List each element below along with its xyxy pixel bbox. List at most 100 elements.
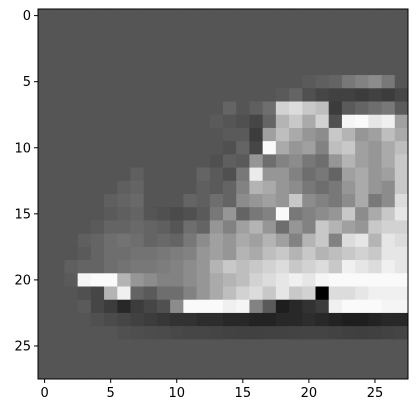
heatmap-cell [90, 246, 105, 261]
heatmap-cell [236, 75, 250, 89]
heatmap-cell [143, 326, 158, 340]
heatmap-cell [289, 365, 303, 380]
heatmap-cell [341, 286, 356, 301]
heatmap-cell [38, 22, 52, 36]
heatmap-cell [249, 22, 264, 36]
heatmap-cell [143, 260, 158, 274]
heatmap-cell [90, 352, 105, 367]
heatmap-cell [170, 312, 184, 327]
heatmap-cell [368, 194, 382, 208]
heatmap-cell [302, 207, 316, 221]
heatmap-cell [77, 339, 92, 353]
heatmap-cell [77, 260, 92, 274]
heatmap-cell [117, 167, 131, 182]
heatmap-cell [236, 273, 250, 287]
heatmap-cell [51, 101, 65, 116]
heatmap-cell [77, 127, 92, 142]
heatmap-cell [275, 167, 290, 182]
heatmap-cell [64, 273, 79, 287]
heatmap-cell [170, 48, 184, 63]
heatmap-cell [117, 286, 131, 301]
heatmap-cell [77, 352, 92, 367]
heatmap-cell [117, 48, 131, 63]
heatmap-cell [394, 141, 409, 155]
heatmap-cell [130, 220, 145, 235]
heatmap-cell [275, 246, 290, 261]
heatmap-cell [355, 48, 369, 63]
heatmap-cell [130, 101, 145, 116]
heatmap-cell [130, 141, 145, 155]
heatmap-cell [381, 194, 396, 208]
heatmap-cell [130, 22, 145, 36]
heatmap-cell [394, 88, 409, 102]
heatmap-cell [275, 22, 290, 36]
heatmap-cell [77, 35, 92, 50]
heatmap-cell [223, 35, 237, 50]
heatmap-cell [328, 233, 343, 248]
heatmap-cell [130, 167, 145, 182]
heatmap-cell [315, 299, 330, 314]
heatmap-cell [183, 141, 197, 155]
heatmap-cell [223, 141, 237, 155]
heatmap-cell [143, 114, 158, 129]
heatmap-cell [275, 365, 290, 380]
heatmap-cell [355, 180, 369, 195]
heatmap-cell [315, 207, 330, 221]
heatmap-cell [262, 180, 277, 195]
heatmap-cell [183, 114, 197, 129]
heatmap-cell [249, 114, 264, 129]
heatmap-cell [51, 167, 65, 182]
heatmap-cell [183, 101, 197, 116]
heatmap-cell [64, 286, 79, 301]
heatmap-cell [38, 207, 52, 221]
heatmap-cell [381, 233, 396, 248]
heatmap-cell [77, 22, 92, 36]
heatmap-cell [302, 88, 316, 102]
heatmap-cell [117, 9, 131, 23]
heatmap-cell [236, 326, 250, 340]
heatmap-cell [209, 339, 224, 353]
heatmap-cell [302, 352, 316, 367]
heatmap-cell [355, 339, 369, 353]
heatmap-cell [394, 312, 409, 327]
heatmap-cell [64, 207, 79, 221]
heatmap-cell [289, 180, 303, 195]
heatmap-cell [90, 326, 105, 340]
heatmap-cell [223, 127, 237, 142]
heatmap-cell [170, 299, 184, 314]
heatmap-cell [275, 141, 290, 155]
heatmap-cell [315, 127, 330, 142]
heatmap-cell [196, 339, 211, 353]
heatmap-cell [223, 101, 237, 116]
heatmap-cell [236, 154, 250, 168]
heatmap-cell [381, 286, 396, 301]
heatmap-cell [143, 352, 158, 367]
heatmap-cell [289, 194, 303, 208]
heatmap-cell [275, 273, 290, 287]
heatmap-cell [143, 61, 158, 76]
heatmap-cell [223, 207, 237, 221]
heatmap-cell [262, 35, 277, 50]
heatmap-cell [117, 127, 131, 142]
heatmap-cell [143, 22, 158, 36]
heatmap-cell [77, 326, 92, 340]
heatmap-cell [249, 61, 264, 76]
heatmap-cell [51, 75, 65, 89]
heatmap-cell [368, 312, 382, 327]
heatmap-cell [236, 167, 250, 182]
heatmap-cell [249, 180, 264, 195]
heatmap-cell [236, 339, 250, 353]
heatmap-cell [51, 207, 65, 221]
heatmap-cell [51, 339, 65, 353]
heatmap-cell [209, 365, 224, 380]
heatmap-cell [209, 48, 224, 63]
heatmap-cell [275, 48, 290, 63]
heatmap-cell [209, 260, 224, 274]
heatmap-cell [38, 312, 52, 327]
heatmap-cell [196, 141, 211, 155]
heatmap-cell [262, 154, 277, 168]
heatmap-cell [170, 101, 184, 116]
heatmap-cell [302, 141, 316, 155]
heatmap-cell [328, 154, 343, 168]
heatmap-cell [143, 220, 158, 235]
